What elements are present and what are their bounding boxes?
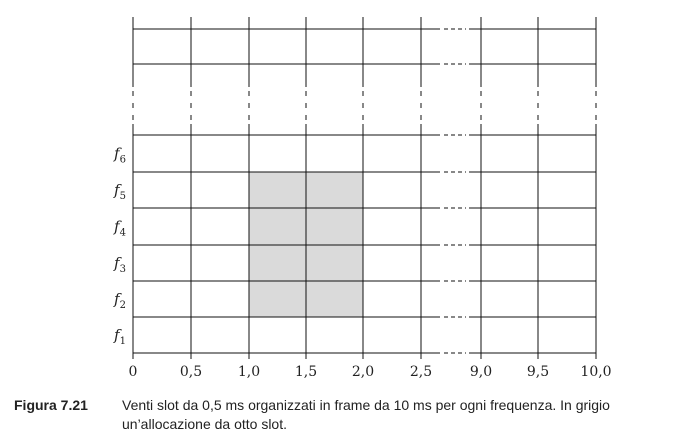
time-tick-labels: 0 0,5 1,0 1,5 2,0 2,5 9,0 9,5 10,0 <box>129 364 612 380</box>
frequency-label-f2: f2 <box>113 290 126 311</box>
frequency-label-f1: f1 <box>113 326 126 347</box>
time-tick-label: 2,0 <box>352 364 374 380</box>
frequency-label-f4: f4 <box>113 218 126 239</box>
frequency-label-f6: f6 <box>113 145 126 166</box>
time-tick-label: 9,5 <box>527 364 549 380</box>
time-tick-label: 1,0 <box>238 364 260 380</box>
time-tick-label: 2,5 <box>410 364 432 380</box>
frequency-label-f3: f3 <box>113 254 126 275</box>
time-tick-label: 10,0 <box>580 364 611 380</box>
slot-allocation-diagram: f6 f5 f4 f3 f2 f1 0 0,5 1,0 1,5 2,0 2,5 9,0 9,5 10,0 <box>113 17 612 380</box>
frequency-labels: f6 f5 f4 f3 f2 f1 <box>113 145 126 348</box>
frequency-label-f5: f5 <box>113 181 126 202</box>
grid <box>132 17 597 359</box>
caption-text: Venti slot da 0,5 ms organizzati in fram… <box>122 397 610 432</box>
caption-label: Figura 7.21 <box>14 397 88 413</box>
time-tick-label: 0,5 <box>180 364 202 380</box>
time-tick-label: 1,5 <box>295 364 317 380</box>
time-tick-label: 0 <box>129 364 138 380</box>
time-tick-label: 9,0 <box>470 364 492 380</box>
